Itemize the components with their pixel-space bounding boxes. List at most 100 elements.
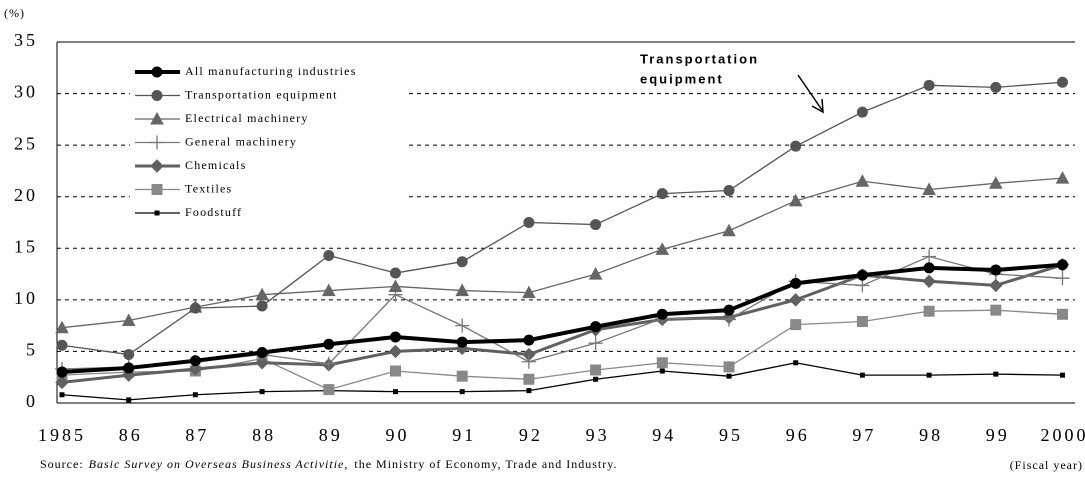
marker bbox=[788, 293, 803, 307]
series bbox=[55, 171, 1070, 334]
x-tick-label: 91 bbox=[452, 425, 476, 445]
x-tick-label: 87 bbox=[185, 425, 209, 445]
marker bbox=[526, 388, 532, 394]
marker bbox=[192, 392, 198, 398]
marker bbox=[523, 334, 535, 346]
marker bbox=[59, 392, 65, 398]
marker bbox=[856, 269, 868, 281]
marker bbox=[993, 371, 999, 377]
marker bbox=[990, 264, 1002, 276]
marker bbox=[151, 90, 163, 101]
y-tick-label: 20 bbox=[14, 185, 38, 205]
marker bbox=[923, 79, 935, 91]
x-tick-label: 2000 bbox=[1041, 425, 1085, 445]
marker bbox=[726, 373, 732, 379]
source-title: Basic Survey on Overseas Business Activi… bbox=[89, 457, 349, 471]
arrow bbox=[797, 74, 823, 111]
marker bbox=[590, 364, 602, 376]
x-tick-label: 89 bbox=[319, 425, 343, 445]
marker bbox=[856, 316, 868, 328]
x-tick-label: 98 bbox=[919, 425, 943, 445]
marker bbox=[1060, 372, 1065, 378]
marker bbox=[856, 106, 868, 118]
marker bbox=[859, 372, 865, 378]
marker bbox=[321, 283, 336, 297]
marker bbox=[922, 274, 936, 288]
source-suffix: the Ministry of Economy, Trade and Indus… bbox=[354, 457, 617, 471]
marker bbox=[390, 331, 401, 343]
y-tick-label: 0 bbox=[26, 391, 38, 411]
marker bbox=[150, 135, 164, 150]
marker bbox=[926, 372, 932, 378]
marker bbox=[655, 242, 670, 255]
line bbox=[61, 309, 1063, 391]
legend-label: Electrical machinery bbox=[185, 111, 309, 125]
marker bbox=[56, 366, 68, 378]
x-tick-label: 86 bbox=[119, 425, 143, 445]
x-tick-label: 96 bbox=[786, 425, 810, 445]
marker bbox=[656, 357, 668, 369]
marker bbox=[656, 188, 668, 200]
legend-label: Foodstuff bbox=[185, 205, 242, 219]
marker bbox=[154, 210, 160, 216]
marker bbox=[388, 279, 403, 292]
marker bbox=[390, 267, 401, 279]
marker bbox=[521, 354, 536, 369]
marker bbox=[1057, 76, 1068, 88]
marker bbox=[1057, 259, 1068, 271]
marker bbox=[659, 368, 665, 374]
marker bbox=[56, 339, 68, 351]
marker bbox=[855, 174, 870, 187]
marker bbox=[259, 389, 265, 395]
legend: All manufacturing industries Transportati… bbox=[130, 60, 405, 225]
series bbox=[56, 259, 1068, 378]
marker bbox=[459, 389, 465, 395]
x-tick-label: 90 bbox=[386, 425, 410, 445]
marker bbox=[723, 361, 735, 373]
series bbox=[59, 360, 1065, 403]
marker bbox=[123, 362, 135, 374]
marker bbox=[593, 376, 599, 382]
marker bbox=[151, 184, 163, 195]
x-tick-label: 95 bbox=[719, 425, 743, 445]
line bbox=[61, 362, 1063, 401]
marker bbox=[1055, 271, 1070, 286]
arrow-head bbox=[811, 98, 824, 114]
marker bbox=[790, 140, 802, 152]
y-tick-label: 5 bbox=[26, 340, 38, 360]
marker bbox=[256, 346, 268, 358]
marker bbox=[455, 318, 470, 333]
marker bbox=[590, 321, 602, 333]
marker bbox=[321, 356, 336, 371]
marker bbox=[790, 277, 802, 289]
marker bbox=[456, 370, 468, 382]
y-tick-label: 25 bbox=[14, 133, 38, 153]
marker bbox=[121, 313, 136, 326]
x-tick-label: 94 bbox=[652, 425, 676, 445]
marker bbox=[588, 267, 603, 280]
line bbox=[61, 263, 1063, 384]
marker bbox=[723, 304, 735, 316]
marker bbox=[855, 278, 870, 293]
y-tick-label: 10 bbox=[14, 288, 38, 308]
marker bbox=[793, 360, 799, 366]
marker bbox=[989, 278, 1003, 293]
marker bbox=[923, 262, 935, 274]
marker bbox=[1057, 308, 1068, 320]
x-tick-label: 1985 bbox=[38, 425, 86, 445]
marker bbox=[523, 217, 535, 228]
legend-label: Textiles bbox=[185, 181, 232, 195]
marker bbox=[189, 355, 201, 367]
x-tick-label: 88 bbox=[252, 425, 276, 445]
y-tick-label: 15 bbox=[14, 236, 38, 256]
marker bbox=[55, 375, 69, 390]
series bbox=[56, 76, 1068, 361]
marker bbox=[588, 336, 603, 351]
marker bbox=[123, 349, 135, 361]
marker bbox=[323, 384, 335, 396]
marker bbox=[151, 66, 163, 78]
marker bbox=[188, 362, 203, 376]
line bbox=[61, 255, 1063, 370]
marker bbox=[590, 219, 602, 231]
y-axis-label: (%) bbox=[4, 6, 25, 20]
